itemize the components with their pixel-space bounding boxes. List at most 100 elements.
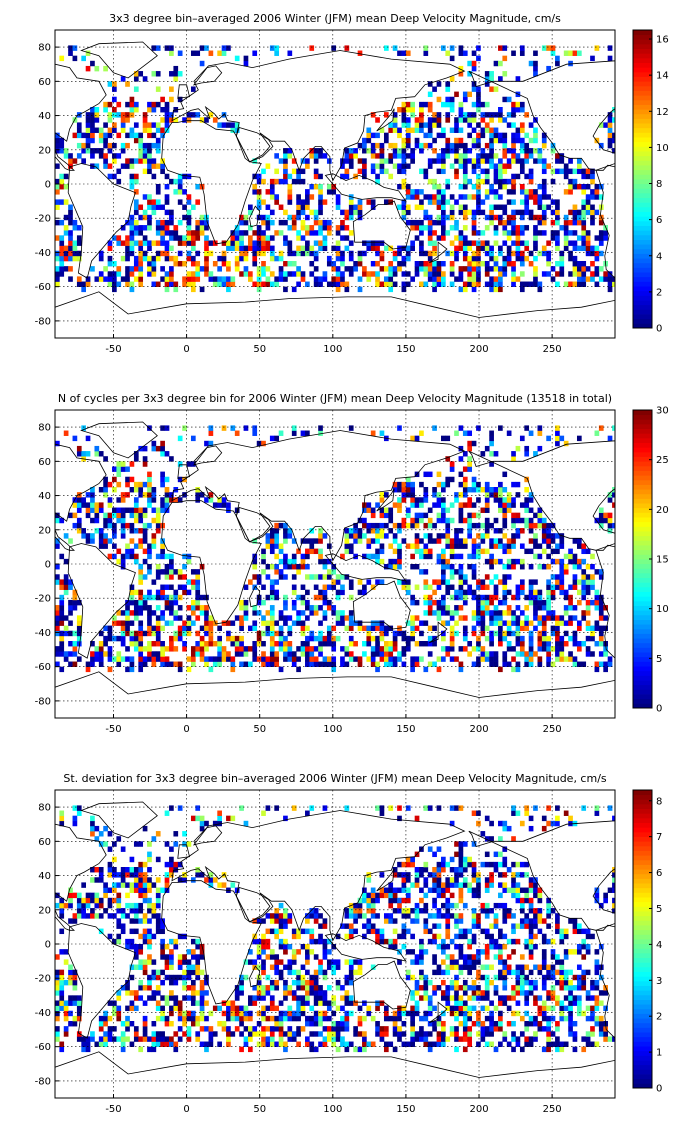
heatmap-cell bbox=[419, 189, 424, 195]
heatmap-cell bbox=[401, 158, 407, 164]
heatmap-cell bbox=[458, 194, 464, 200]
heatmap-cell bbox=[296, 199, 301, 205]
heatmap-cell bbox=[546, 1031, 551, 1037]
heatmap-cell bbox=[410, 112, 415, 118]
heatmap-cell bbox=[576, 564, 582, 570]
heatmap-cell bbox=[410, 481, 415, 488]
heatmap-cell bbox=[305, 589, 310, 596]
heatmap-cell bbox=[204, 219, 209, 226]
heatmap-cell bbox=[76, 656, 82, 662]
heatmap-cell bbox=[484, 492, 490, 498]
heatmap-cell bbox=[546, 599, 551, 606]
heatmap-cell bbox=[269, 281, 275, 287]
heatmap-cell bbox=[511, 261, 516, 267]
heatmap-cell bbox=[322, 564, 328, 570]
heatmap-cell bbox=[208, 625, 214, 632]
heatmap-cell bbox=[405, 209, 411, 216]
heatmap-cell bbox=[462, 589, 468, 596]
heatmap-cell bbox=[261, 266, 266, 272]
heatmap-cell bbox=[199, 594, 205, 601]
heatmap-cell bbox=[169, 564, 174, 570]
heatmap-cell bbox=[445, 1036, 451, 1042]
heatmap-cell bbox=[68, 219, 73, 226]
heatmap-cell bbox=[449, 553, 455, 560]
heatmap-cell bbox=[59, 605, 65, 611]
heatmap-cell bbox=[195, 1015, 201, 1022]
heatmap-cell bbox=[274, 1021, 280, 1027]
heatmap-cell bbox=[138, 261, 144, 267]
colorbar-segment bbox=[633, 146, 652, 152]
colorbar-segment bbox=[633, 43, 652, 50]
heatmap-cell bbox=[419, 107, 424, 113]
heatmap-cell bbox=[243, 271, 249, 277]
colorbar-segment bbox=[633, 113, 652, 119]
heatmap-cell bbox=[133, 558, 139, 565]
heatmap-cell bbox=[344, 625, 350, 632]
heatmap-cell bbox=[441, 569, 446, 575]
heatmap-cell bbox=[598, 605, 604, 611]
heatmap-cell bbox=[278, 430, 284, 436]
heatmap-cell bbox=[480, 240, 486, 246]
heatmap-cell bbox=[537, 148, 543, 154]
heatmap-cell bbox=[576, 266, 582, 272]
heatmap-cell bbox=[287, 641, 293, 647]
heatmap-cell bbox=[603, 661, 608, 667]
heatmap-cell bbox=[283, 1015, 288, 1022]
heatmap-cell bbox=[603, 1031, 608, 1037]
heatmap-cell bbox=[269, 1005, 275, 1012]
heatmap-cell bbox=[366, 553, 372, 560]
heatmap-cell bbox=[489, 1010, 494, 1017]
heatmap-cell bbox=[401, 117, 407, 123]
heatmap-cell bbox=[138, 481, 144, 488]
heatmap-cell bbox=[414, 194, 420, 200]
heatmap-cell bbox=[173, 230, 179, 236]
heatmap-cell bbox=[594, 245, 600, 252]
heatmap-cell bbox=[151, 517, 157, 524]
heatmap-cell bbox=[572, 204, 578, 210]
heatmap-cell bbox=[590, 168, 595, 175]
heatmap-cell bbox=[234, 55, 240, 62]
heatmap-cell bbox=[142, 574, 148, 580]
heatmap-cell bbox=[116, 620, 122, 626]
heatmap-cell bbox=[340, 1005, 345, 1012]
heatmap-cell bbox=[555, 230, 560, 236]
heatmap-cell bbox=[278, 522, 284, 529]
heatmap-cell bbox=[462, 615, 468, 621]
heatmap-cell bbox=[120, 148, 126, 154]
heatmap-cell bbox=[506, 995, 512, 1001]
heatmap-cell bbox=[221, 620, 227, 626]
heatmap-cell bbox=[502, 533, 508, 539]
heatmap-cell bbox=[445, 137, 451, 144]
heatmap-cell bbox=[537, 445, 543, 452]
heatmap-cell bbox=[612, 117, 615, 123]
heatmap-cell bbox=[348, 255, 354, 262]
heatmap-cell bbox=[68, 641, 73, 647]
heatmap-cell bbox=[436, 666, 442, 673]
heatmap-cell bbox=[441, 579, 446, 585]
heatmap-cell bbox=[177, 1015, 183, 1022]
heatmap-cell bbox=[555, 281, 560, 287]
heatmap-cell bbox=[138, 276, 144, 282]
heatmap-cell bbox=[489, 127, 494, 133]
heatmap-cell bbox=[348, 625, 354, 632]
heatmap-cell bbox=[427, 235, 433, 241]
heatmap-cell bbox=[138, 538, 144, 544]
heatmap-cell bbox=[182, 214, 187, 221]
heatmap-cell bbox=[335, 1005, 341, 1012]
heatmap-cell bbox=[164, 564, 170, 570]
heatmap-cell bbox=[423, 569, 429, 575]
heatmap-cell bbox=[519, 1031, 525, 1037]
heatmap-cell bbox=[252, 985, 258, 991]
heatmap-cell bbox=[142, 630, 148, 637]
heatmap-cell bbox=[129, 584, 135, 590]
heatmap-cell bbox=[116, 466, 122, 472]
heatmap-cell bbox=[480, 625, 486, 632]
heatmap-cell bbox=[467, 553, 473, 560]
heatmap-cell bbox=[572, 1021, 578, 1027]
heatmap-cell bbox=[555, 60, 560, 67]
heatmap-cell bbox=[221, 1021, 227, 1027]
heatmap-cell bbox=[120, 461, 126, 467]
heatmap-cell bbox=[195, 112, 201, 118]
heatmap-cell bbox=[63, 558, 69, 565]
heatmap-cell bbox=[458, 65, 464, 72]
